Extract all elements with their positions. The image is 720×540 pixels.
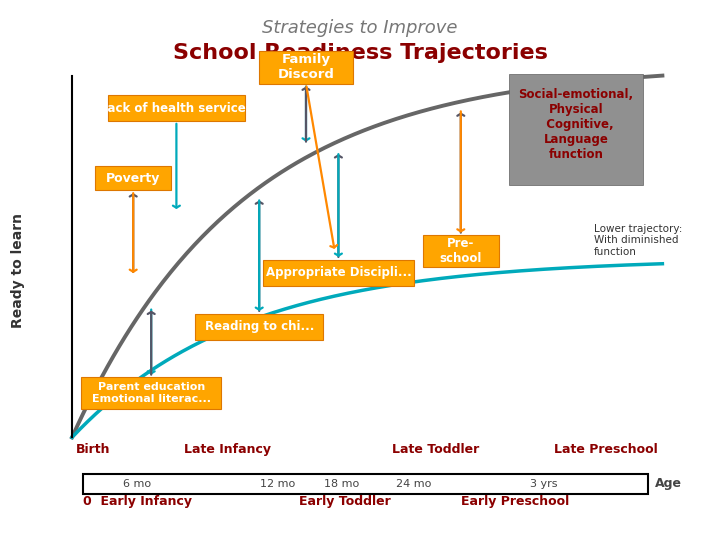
Text: Late Preschool: Late Preschool	[554, 443, 658, 456]
Text: Birth: Birth	[76, 443, 110, 456]
Text: Social-emotional,
Physical
  Cognitive,
Language
function: Social-emotional, Physical Cognitive, La…	[518, 87, 634, 161]
Text: Age: Age	[655, 477, 683, 490]
Text: Early Toddler: Early Toddler	[299, 495, 390, 508]
Text: Parent education
Emotional literac...: Parent education Emotional literac...	[91, 382, 211, 404]
Text: 0  Early Infancy: 0 Early Infancy	[83, 495, 192, 508]
Text: Ready to learn: Ready to learn	[11, 213, 25, 327]
Text: Lack of health services: Lack of health services	[100, 102, 253, 114]
Text: Reading to chi...: Reading to chi...	[204, 320, 314, 333]
Text: 12 mo: 12 mo	[260, 479, 294, 489]
Text: Pre-
school: Pre- school	[440, 237, 482, 265]
Text: Family
Discord: Family Discord	[278, 53, 334, 82]
Text: 24 mo: 24 mo	[396, 479, 432, 489]
Text: Lower trajectory:
With diminished
function: Lower trajectory: With diminished functi…	[594, 224, 683, 257]
Text: Late Toddler: Late Toddler	[392, 443, 480, 456]
Text: School Readiness Trajectories: School Readiness Trajectories	[173, 43, 547, 63]
Text: Early Preschool: Early Preschool	[461, 495, 569, 508]
Text: Poverty: Poverty	[106, 172, 161, 185]
Text: 18 mo: 18 mo	[325, 479, 359, 489]
Text: Appropriate Discipli...: Appropriate Discipli...	[266, 266, 411, 279]
Text: Strategies to Improve: Strategies to Improve	[262, 19, 458, 37]
Text: 6 mo: 6 mo	[122, 479, 151, 489]
Text: Late Infancy: Late Infancy	[184, 443, 271, 456]
Text: 3 yrs: 3 yrs	[530, 479, 557, 489]
